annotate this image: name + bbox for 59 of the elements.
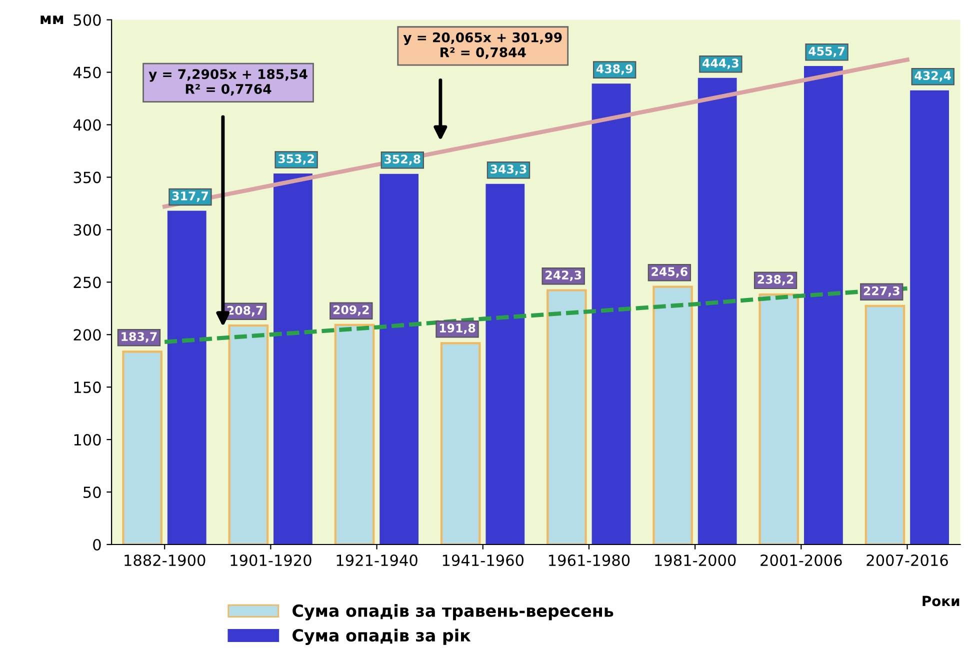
bar	[274, 174, 312, 544]
data-label: 183,7	[122, 332, 157, 343]
legend-label: Сума опадів за травень-вересень	[292, 604, 614, 620]
x-tick-label: 2001-2006	[760, 554, 842, 566]
bar	[228, 324, 269, 544]
data-label: 353,2	[278, 154, 314, 165]
x-tick-label: 1901-1920	[230, 554, 312, 566]
bar	[380, 174, 419, 544]
data-label: 317,7	[172, 191, 208, 202]
x-tick-label: 1941-1960	[442, 554, 524, 566]
y-tick-label: 500	[74, 14, 101, 26]
annotation: y = 20,065x + 301,99 R² = 0,7844	[403, 32, 562, 59]
data-label: 352,8	[384, 154, 420, 166]
bar	[440, 342, 481, 544]
y-tick-label: 300	[74, 224, 101, 236]
annotation: y = 7,2905x + 185,54 R² = 0,7764	[148, 69, 308, 96]
data-label: 343,3	[490, 164, 526, 176]
y-tick-label: 250	[74, 276, 101, 288]
y-tick-label: 450	[73, 66, 101, 78]
data-label: 227,3	[864, 286, 900, 297]
bar	[698, 78, 737, 544]
x-tick-label: 1921-1940	[336, 554, 418, 566]
data-label: 208,7	[227, 306, 263, 316]
line-series	[162, 58, 910, 209]
bar	[910, 90, 949, 544]
data-label: 438,9	[596, 64, 633, 75]
bar	[122, 350, 162, 544]
data-label: 238,2	[758, 274, 794, 286]
y-tick-label: 150	[74, 382, 101, 394]
data-label: 209,2	[333, 305, 369, 316]
data-label: 242,3	[546, 270, 582, 282]
bar	[546, 289, 587, 544]
x-tick-label: 2007-2016	[866, 554, 948, 566]
x-tick-label: 1981-2000	[655, 554, 736, 566]
y-tick-label: 100	[74, 434, 101, 446]
x-tick-label: 1882-1900	[124, 554, 206, 566]
y-tick-label: 50	[84, 486, 101, 498]
bar	[652, 286, 693, 544]
x-tick-label: 1961-1980	[549, 554, 630, 566]
y-tick-label: 0	[93, 538, 101, 551]
data-label: 444,3	[702, 58, 738, 70]
bar	[167, 210, 206, 544]
legend-label: Сума опадів за рік	[292, 628, 471, 645]
bar	[804, 66, 843, 544]
y-tick-label: 350	[74, 172, 101, 184]
x-axis-title: Роки	[922, 596, 960, 606]
y-axis-title: мм	[40, 16, 64, 24]
line-series	[162, 286, 910, 344]
data-label: 245,6	[652, 267, 688, 278]
data-label: 191,8	[440, 324, 476, 334]
y-tick-label: 200	[74, 329, 101, 341]
y-tick-label: 400	[73, 119, 101, 131]
bar	[592, 84, 631, 544]
bar	[486, 184, 525, 544]
data-label: 455,7	[808, 46, 845, 58]
data-label: 432,4	[914, 71, 952, 82]
bar	[864, 304, 906, 544]
bar	[334, 324, 375, 544]
bar	[758, 293, 800, 544]
